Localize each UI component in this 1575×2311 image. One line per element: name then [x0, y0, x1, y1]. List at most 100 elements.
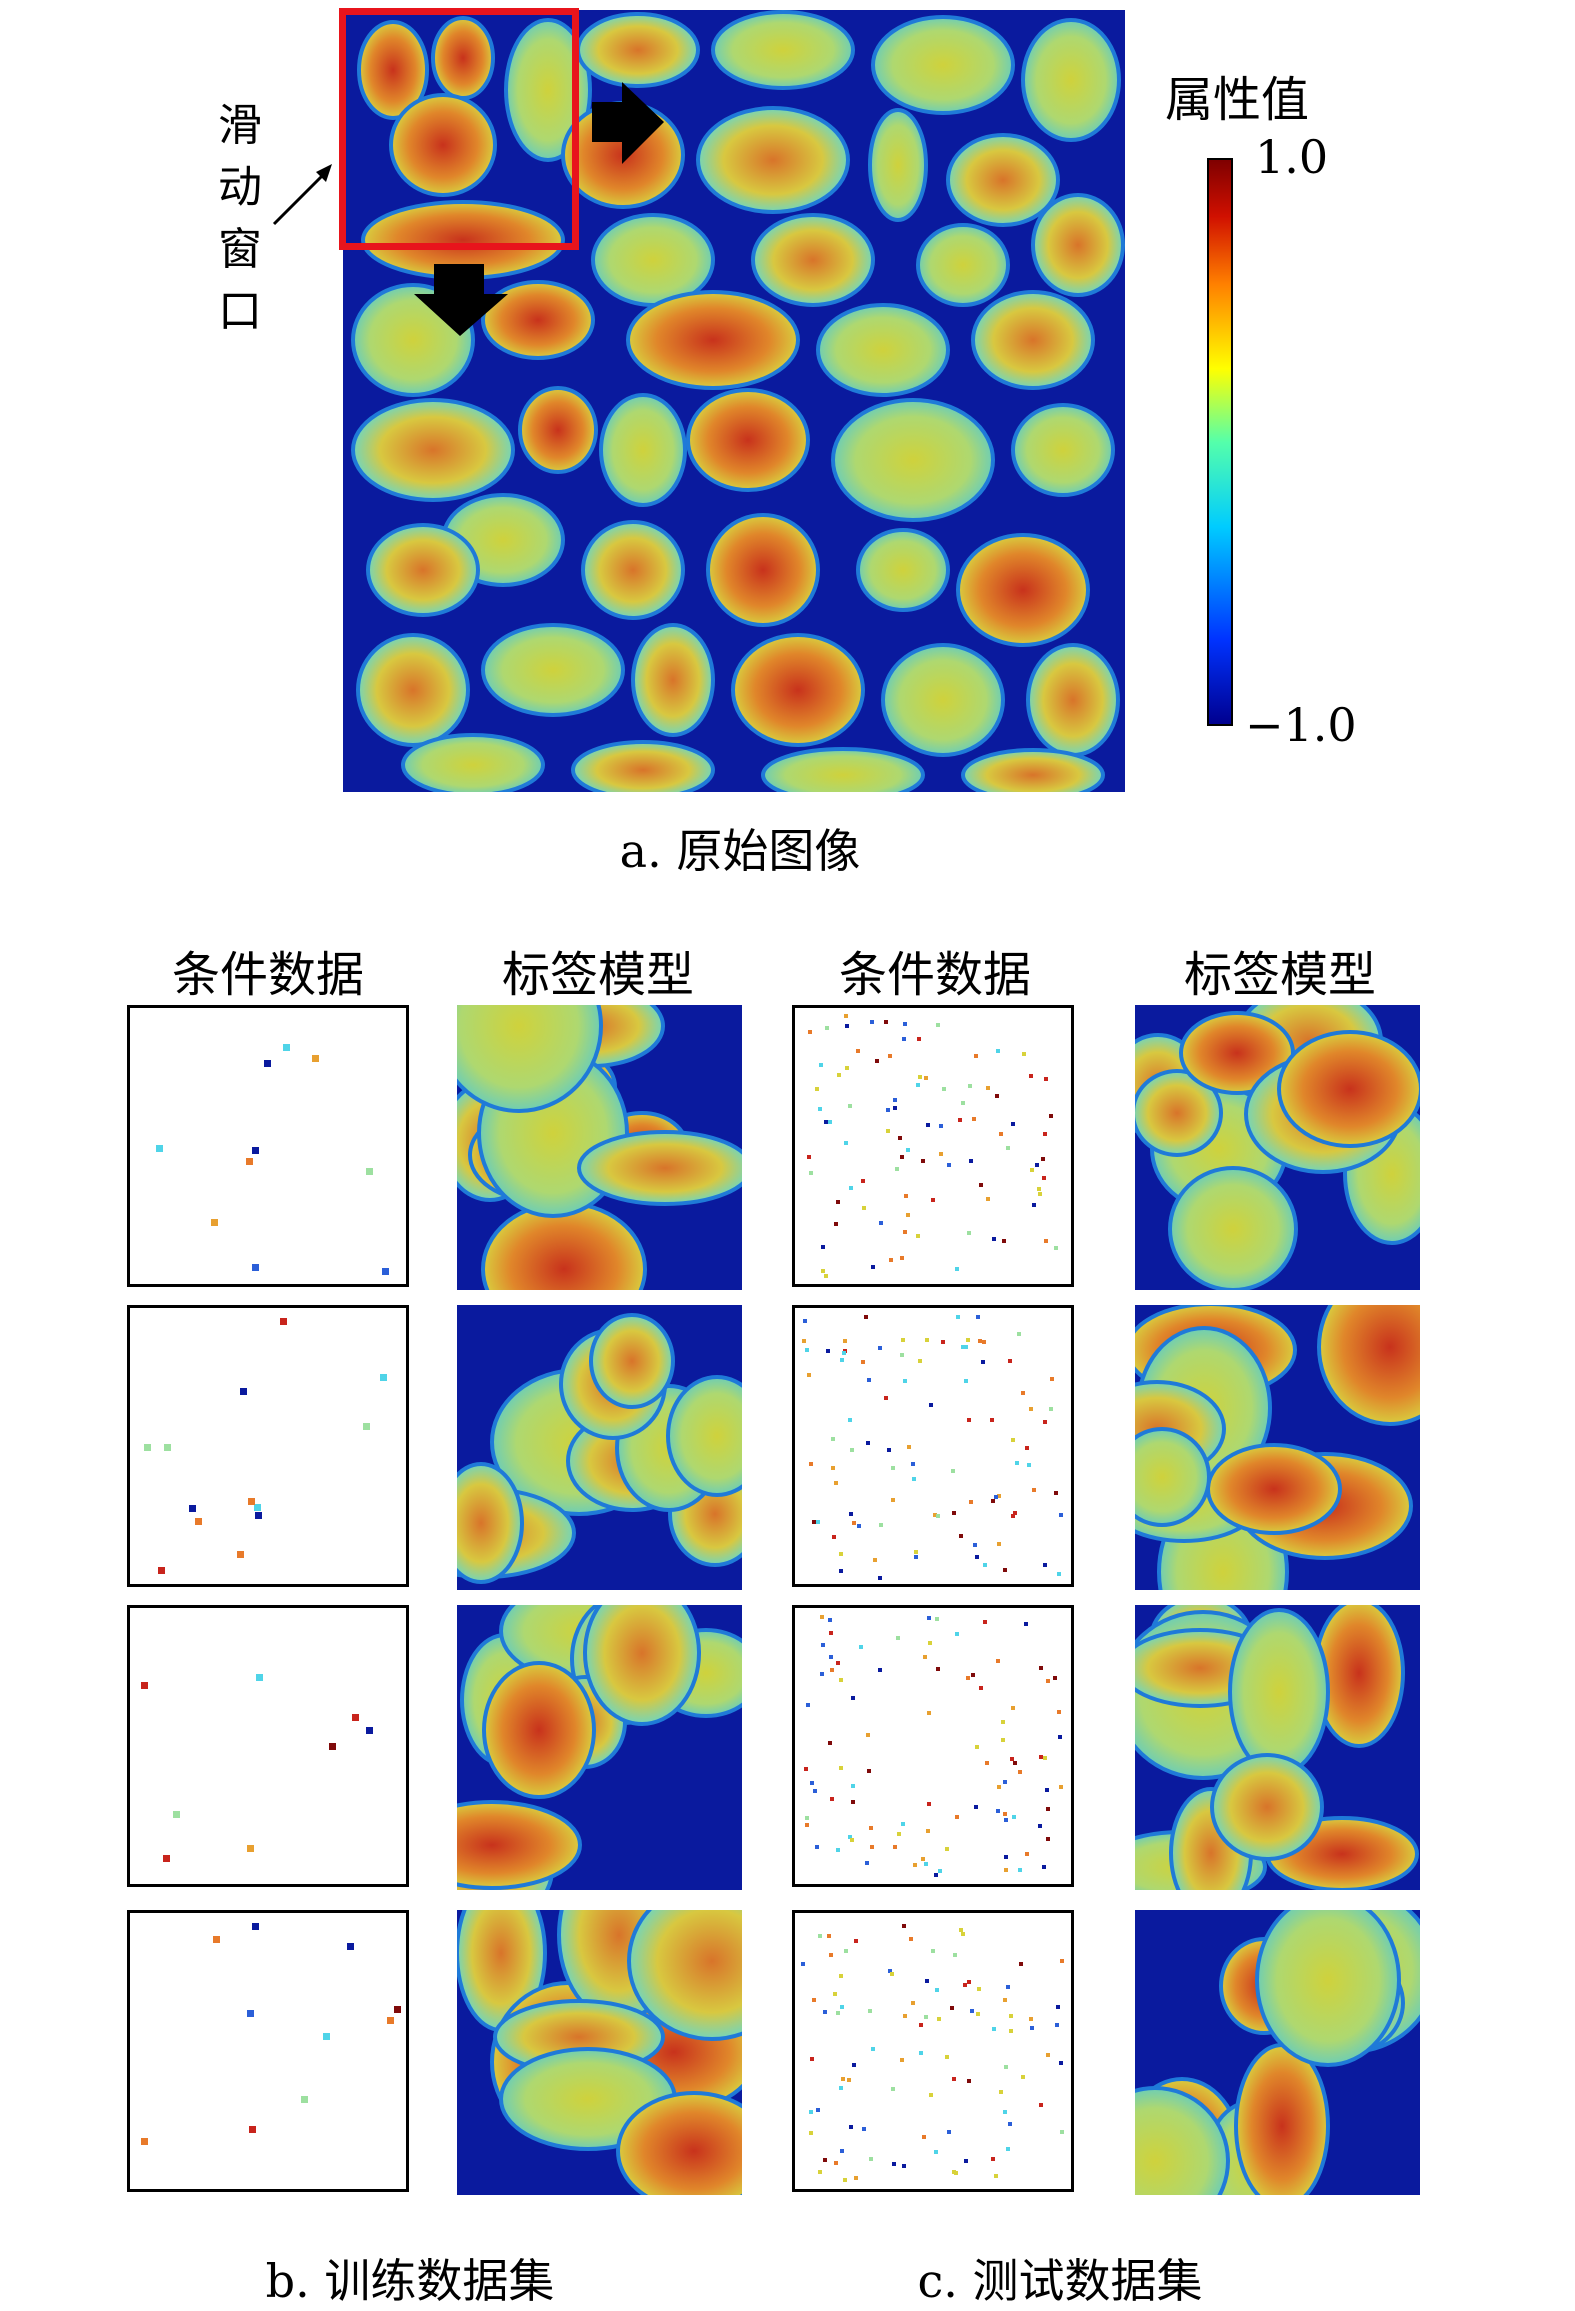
- condition-data-point: [808, 1461, 813, 1466]
- condition-data-point: [1004, 1867, 1009, 1872]
- condition-data-point: [856, 1523, 861, 1528]
- condition-data-point: [824, 1026, 829, 1031]
- condition-data-point: [991, 2026, 996, 2031]
- condition-data-point: [1049, 1376, 1054, 1381]
- condition-data-point: [903, 1230, 908, 1235]
- condition-data-point: [843, 2177, 848, 2182]
- condition-data-point: [1023, 1622, 1028, 1627]
- condition-data-point: [843, 1338, 848, 1343]
- condition-data-point: [839, 2149, 844, 2154]
- condition-data-point: [188, 1504, 196, 1512]
- condition-data-point: [141, 2137, 148, 2145]
- sliding-window-label-char: 窗: [218, 224, 262, 275]
- condition-data-point: [851, 1520, 856, 1525]
- condition-data-point: [916, 1036, 921, 1041]
- condition-data-point: [930, 1949, 935, 1954]
- condition-data-point: [887, 1969, 892, 1974]
- condition-data-point: [1045, 1806, 1050, 1811]
- condition-data-point: [248, 2125, 256, 2133]
- condition-data-point: [976, 2012, 981, 2017]
- condition-data-point: [976, 1314, 981, 1319]
- condition-data-point: [920, 1158, 925, 1163]
- condition-data-point: [878, 1221, 883, 1226]
- condition-data-point: [351, 1714, 359, 1722]
- condition-data-point: [814, 1087, 819, 1092]
- condition-data-point: [828, 1630, 833, 1635]
- condition-data-point: [366, 1726, 374, 1734]
- condition-data-point: [946, 1162, 951, 1167]
- condition-data-point: [263, 1060, 271, 1068]
- condition-data-point: [1053, 1675, 1058, 1680]
- condition-data-point: [254, 1503, 262, 1511]
- condition-data-point: [981, 1360, 986, 1365]
- condition-data-point: [873, 1557, 878, 1562]
- condition-data-point: [913, 1555, 918, 1560]
- condition-data-panel: [792, 1005, 1074, 1287]
- condition-data-point: [1060, 1959, 1065, 1964]
- condition-data-point: [967, 1417, 971, 1422]
- condition-data-point: [840, 2077, 845, 2082]
- condition-data-point: [1043, 1756, 1048, 1761]
- condition-data-point: [996, 1659, 1000, 1664]
- condition-data-point: [819, 1672, 824, 1677]
- condition-data-point: [1002, 1780, 1007, 1785]
- condition-data-point: [971, 1116, 976, 1121]
- condition-data-point: [248, 1497, 256, 1505]
- sliding-window-label: 滑 动 窗 口: [215, 95, 265, 343]
- condition-data-point: [1054, 1246, 1059, 1251]
- condition-data-point: [899, 2057, 904, 2062]
- condition-data-point: [917, 1359, 922, 1364]
- condition-data-point: [839, 1357, 844, 1362]
- condition-data-point: [929, 2092, 934, 2097]
- condition-data-point: [194, 1518, 202, 1526]
- condition-data-point: [991, 2157, 996, 2162]
- condition-data-point: [862, 2126, 867, 2131]
- condition-data-point: [1038, 1665, 1043, 1670]
- condition-data-point: [1054, 1491, 1059, 1496]
- condition-data-point: [1041, 1864, 1046, 1869]
- condition-data-point: [839, 1552, 844, 1557]
- condition-data-point: [966, 2079, 971, 2084]
- condition-data-point: [1055, 2022, 1060, 2027]
- condition-data-point: [869, 1825, 874, 1830]
- condition-data-point: [849, 1186, 854, 1191]
- label-model-panel: [1135, 1005, 1420, 1290]
- condition-data-point: [831, 1465, 836, 1470]
- condition-data-point: [994, 1094, 999, 1099]
- condition-data-point: [960, 1101, 965, 1106]
- condition-data-point: [252, 1264, 260, 1272]
- condition-data-point: [849, 1447, 854, 1452]
- label-model-panel: [457, 1005, 742, 1290]
- condition-data-point: [1036, 1187, 1041, 1192]
- condition-data-point: [1013, 1760, 1018, 1765]
- condition-data-point: [934, 1872, 939, 1877]
- condition-data-point: [958, 1534, 963, 1539]
- condition-data-point: [938, 1868, 943, 1873]
- condition-data-point: [1030, 2026, 1035, 2031]
- condition-data-point: [917, 1074, 922, 1079]
- condition-data-point: [870, 1264, 875, 1269]
- condition-data-point: [995, 1808, 1000, 1813]
- condition-data-point: [883, 1019, 888, 1024]
- condition-data-point: [829, 1667, 834, 1672]
- condition-data-point: [847, 2078, 852, 2083]
- condition-data-point: [963, 1345, 968, 1350]
- condition-data-point: [937, 2016, 942, 2021]
- condition-data-point: [951, 1510, 956, 1515]
- col-header-c-condition: 条件数据: [838, 947, 1031, 1003]
- condition-data-point: [966, 1979, 971, 1984]
- condition-data-point: [1043, 1131, 1048, 1136]
- condition-data-point: [1003, 2065, 1008, 2070]
- condition-data-point: [841, 1350, 846, 1355]
- condition-data-point: [904, 1193, 909, 1198]
- label-model-panel: [1135, 1305, 1420, 1590]
- condition-data-point: [836, 1848, 841, 1852]
- condition-data-point: [810, 1781, 815, 1786]
- condition-data-point: [1055, 2005, 1060, 2010]
- condition-data-point: [162, 1855, 170, 1863]
- condition-data-point: [886, 1128, 891, 1133]
- condition-data-point: [823, 2009, 828, 2014]
- condition-data-point: [1025, 1852, 1030, 1857]
- condition-data-point: [887, 1054, 892, 1059]
- condition-data-point: [835, 1661, 840, 1666]
